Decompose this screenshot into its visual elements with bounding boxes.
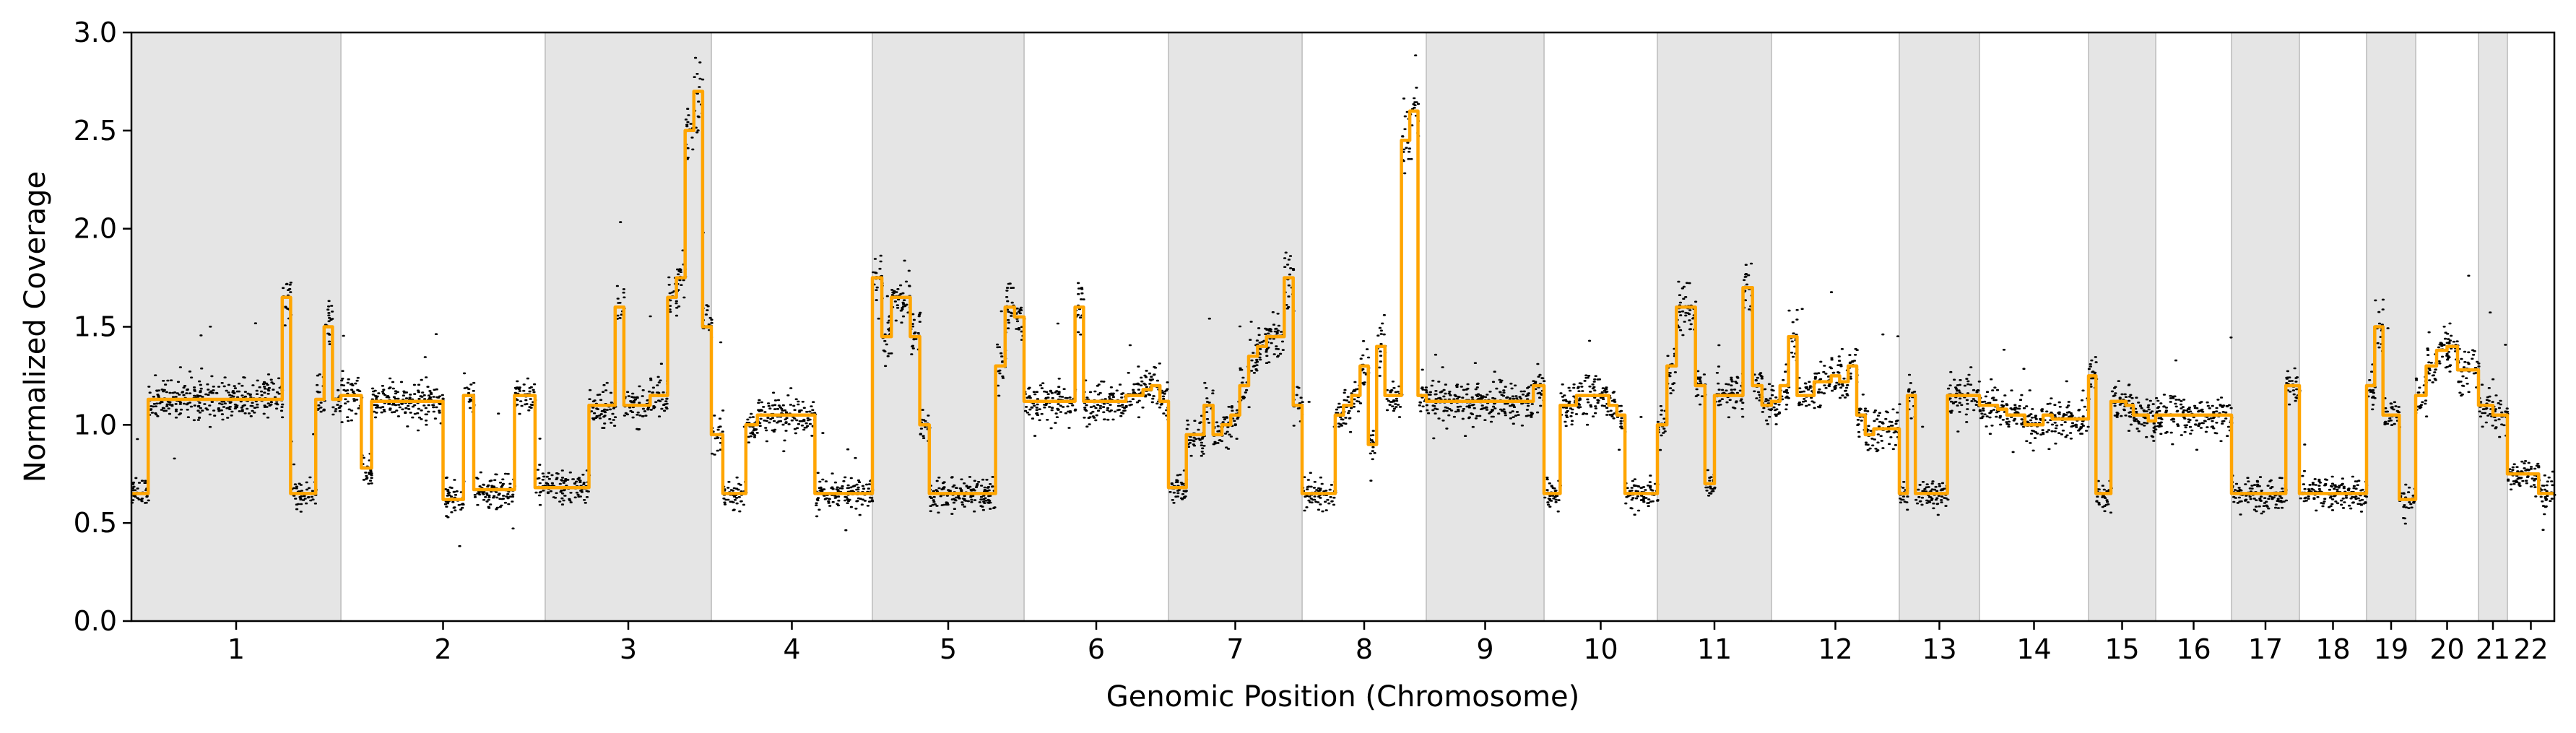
x-tick-label-chr5: 5 xyxy=(940,633,957,665)
x-tick-label-chr13: 13 xyxy=(1922,633,1956,665)
x-tick-label-chr16: 16 xyxy=(2176,633,2211,665)
x-axis-ticks: 1 2 3 4 5 6 7 8 9 10 11 12 13 14 15 16 17 18 19 20 21 22 xyxy=(227,621,2549,665)
x-tick-label-chr6: 6 xyxy=(1088,633,1105,665)
x-tick-label-chr22: 22 xyxy=(2513,633,2548,665)
x-tick-label-chr3: 3 xyxy=(620,633,637,665)
x-tick-label-chr4: 4 xyxy=(783,633,800,665)
y-tick-label: 1.5 xyxy=(74,311,117,343)
plot-frame xyxy=(130,31,2556,623)
x-tick-label-chr10: 10 xyxy=(1583,633,1618,665)
y-tick-label: 2.0 xyxy=(74,213,117,245)
segment-line-group xyxy=(131,90,2554,501)
coverage-points xyxy=(130,54,2557,547)
chrom-band-21 xyxy=(2479,32,2507,621)
x-tick-label-chr8: 8 xyxy=(1356,633,1373,665)
chrom-band-7 xyxy=(1168,32,1302,621)
x-tick-label-chr19: 19 xyxy=(2374,633,2408,665)
chromosome-bands xyxy=(131,32,2508,621)
chrom-band-1 xyxy=(131,32,341,621)
x-tick-label-chr7: 7 xyxy=(1226,633,1244,665)
segment-line xyxy=(131,90,2554,501)
x-tick-label-chr20: 20 xyxy=(2429,633,2464,665)
chrom-band-3 xyxy=(545,32,711,621)
x-tick-label-chr17: 17 xyxy=(2248,633,2283,665)
x-tick-label-chr2: 2 xyxy=(434,633,451,665)
y-axis-ticks: 0.0 0.5 1.0 1.5 2.0 2.5 3.0 xyxy=(74,17,131,637)
x-tick-label-chr1: 1 xyxy=(227,633,245,665)
y-tick-label: 0.5 xyxy=(74,507,117,539)
x-tick-label-chr11: 11 xyxy=(1697,633,1732,665)
x-tick-label-chr12: 12 xyxy=(1818,633,1852,665)
x-tick-label-chr18: 18 xyxy=(2315,633,2350,665)
y-axis-label: Normalized Coverage xyxy=(19,171,52,482)
y-tick-label: 1.0 xyxy=(74,409,117,441)
chrom-band-17 xyxy=(2232,32,2299,621)
y-tick-label: 2.5 xyxy=(74,115,117,147)
y-tick-label: 3.0 xyxy=(74,17,117,48)
x-tick-label-chr14: 14 xyxy=(2016,633,2051,665)
x-tick-label-chr15: 15 xyxy=(2104,633,2139,665)
x-tick-label-chr9: 9 xyxy=(1476,633,1493,665)
chrom-band-13 xyxy=(1899,32,1979,621)
chrom-band-15 xyxy=(2089,32,2156,621)
y-tick-label: 0.0 xyxy=(74,605,117,637)
x-axis-label: Genomic Position (Chromosome) xyxy=(1106,680,1580,714)
chrom-band-5 xyxy=(872,32,1024,621)
coverage-point-cloud xyxy=(130,54,2557,547)
chrom-band-9 xyxy=(1426,32,1544,621)
x-tick-label-chr21: 21 xyxy=(2476,633,2510,665)
chrom-band-11 xyxy=(1657,32,1771,621)
